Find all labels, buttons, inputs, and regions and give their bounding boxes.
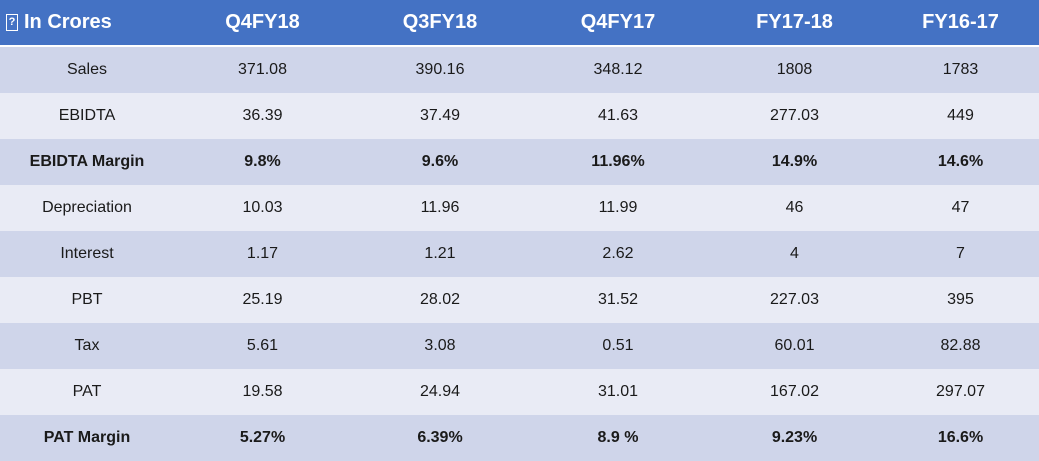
- table-cell: 24.94: [351, 369, 529, 415]
- table-cell: 7: [882, 231, 1039, 277]
- table-cell: 5.27%: [174, 415, 351, 461]
- table-cell: 3.08: [351, 323, 529, 369]
- header-label: In Crores: [24, 11, 112, 33]
- table-cell: 37.49: [351, 93, 529, 139]
- table-cell: 25.19: [174, 277, 351, 323]
- table-cell: 31.52: [529, 277, 707, 323]
- row-label-pat-margin: PAT Margin: [0, 415, 174, 461]
- header-currency-label: ? In Crores: [0, 0, 174, 47]
- table-cell: 395: [882, 277, 1039, 323]
- table-cell: 1.21: [351, 231, 529, 277]
- table-cell: 9.23%: [707, 415, 882, 461]
- table-cell: 9.8%: [174, 139, 351, 185]
- row-label-pat: PAT: [0, 369, 174, 415]
- row-label-tax: Tax: [0, 323, 174, 369]
- table-cell: 0.51: [529, 323, 707, 369]
- table-cell: 82.88: [882, 323, 1039, 369]
- table-cell: 11.99: [529, 185, 707, 231]
- row-label-depreciation: Depreciation: [0, 185, 174, 231]
- table-cell: 6.39%: [351, 415, 529, 461]
- header-col-q4fy18: Q4FY18: [174, 0, 351, 47]
- table-cell: 9.6%: [351, 139, 529, 185]
- table-cell: 4: [707, 231, 882, 277]
- row-label-pbt: PBT: [0, 277, 174, 323]
- table-cell: 14.9%: [707, 139, 882, 185]
- table-cell: 60.01: [707, 323, 882, 369]
- table-cell: 41.63: [529, 93, 707, 139]
- table-cell: 227.03: [707, 277, 882, 323]
- header-col-fy16-17: FY16-17: [882, 0, 1039, 47]
- table-cell: 8.9 %: [529, 415, 707, 461]
- table-cell: 36.39: [174, 93, 351, 139]
- row-label-interest: Interest: [0, 231, 174, 277]
- table-cell: 19.58: [174, 369, 351, 415]
- table-cell: 449: [882, 93, 1039, 139]
- table-cell: 47: [882, 185, 1039, 231]
- table-cell: 5.61: [174, 323, 351, 369]
- table-cell: 14.6%: [882, 139, 1039, 185]
- table-cell: 390.16: [351, 47, 529, 93]
- table-cell: 11.96: [351, 185, 529, 231]
- table-cell: 31.01: [529, 369, 707, 415]
- header-col-q4fy17: Q4FY17: [529, 0, 707, 47]
- table-cell: 2.62: [529, 231, 707, 277]
- table-cell: 11.96%: [529, 139, 707, 185]
- table-cell: 277.03: [707, 93, 882, 139]
- row-label-ebidta-margin: EBIDTA Margin: [0, 139, 174, 185]
- table-cell: 10.03: [174, 185, 351, 231]
- rupee-symbol-icon: ?: [6, 14, 18, 31]
- table-cell: 371.08: [174, 47, 351, 93]
- table-cell: 1808: [707, 47, 882, 93]
- header-col-fy17-18: FY17-18: [707, 0, 882, 47]
- header-col-q3fy18: Q3FY18: [351, 0, 529, 47]
- table-cell: 1.17: [174, 231, 351, 277]
- row-label-ebidta: EBIDTA: [0, 93, 174, 139]
- table-cell: 46: [707, 185, 882, 231]
- table-cell: 167.02: [707, 369, 882, 415]
- table-cell: 1783: [882, 47, 1039, 93]
- table-cell: 16.6%: [882, 415, 1039, 461]
- table-cell: 348.12: [529, 47, 707, 93]
- row-label-sales: Sales: [0, 47, 174, 93]
- table-cell: 28.02: [351, 277, 529, 323]
- table-cell: 297.07: [882, 369, 1039, 415]
